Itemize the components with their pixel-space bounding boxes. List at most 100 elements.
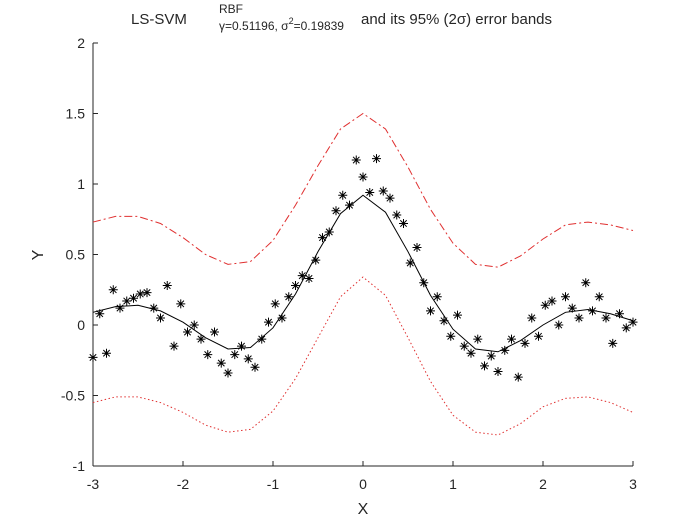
data-point	[432, 292, 442, 302]
data-point	[446, 331, 456, 341]
x-tick-label: -1	[267, 476, 280, 492]
data-point	[507, 334, 516, 344]
data-point	[540, 300, 550, 310]
title-subscript-power: 2	[289, 16, 294, 26]
data-point	[399, 218, 408, 228]
data-point	[405, 258, 415, 268]
data-point	[365, 187, 375, 197]
data-point	[513, 372, 523, 382]
data-point	[196, 334, 206, 344]
data-point	[351, 155, 361, 165]
data-point	[588, 306, 597, 316]
data-point	[392, 210, 402, 220]
data-point	[372, 154, 381, 164]
data-point	[554, 320, 564, 330]
data-point	[108, 285, 118, 295]
data-point	[547, 296, 557, 306]
data-point	[142, 288, 152, 298]
data-point	[534, 331, 543, 341]
data-point	[594, 292, 604, 302]
title-subscript-part: γ=0.51196, σ	[219, 19, 289, 33]
title-subscript-part: =0.19839	[294, 19, 345, 33]
data-point	[601, 313, 611, 323]
data-point	[203, 350, 213, 360]
title-main: LS-SVM	[131, 11, 187, 28]
data-point	[122, 296, 132, 306]
data-point	[378, 186, 388, 196]
title-rest: and its 95% (2σ) error bands	[361, 11, 552, 28]
x-tick-label: -3	[87, 476, 100, 492]
data-point	[230, 350, 240, 360]
data-point	[621, 323, 631, 333]
data-point	[162, 281, 172, 291]
x-axis-label: X	[358, 501, 369, 518]
data-point	[250, 362, 260, 372]
x-tick-label: 1	[449, 476, 457, 492]
data-point	[311, 255, 321, 265]
data-point	[453, 310, 462, 320]
y-axis-label: Y	[30, 249, 47, 260]
title-subscript: γ=0.51196, σ2=0.19839	[219, 16, 344, 33]
data-point	[129, 293, 138, 303]
data-point	[169, 341, 179, 351]
data-point	[459, 341, 469, 351]
y-tick-label: 1	[77, 176, 85, 192]
y-tick-label: 2	[77, 35, 85, 51]
series-line	[92, 112, 634, 268]
data-point	[88, 352, 98, 362]
data-point	[561, 292, 570, 302]
data-point	[149, 303, 159, 313]
data-point	[385, 193, 395, 203]
data-point	[615, 309, 624, 319]
data-point	[216, 358, 226, 368]
data-point	[574, 313, 584, 323]
y-tick-label: 0	[77, 317, 85, 333]
data-point	[297, 271, 307, 281]
data-point	[102, 348, 111, 358]
x-tick-label: 0	[359, 476, 367, 492]
y-tick-label: 0.5	[66, 247, 86, 263]
data-point	[135, 289, 145, 299]
data-point	[189, 320, 199, 330]
data-point	[608, 338, 618, 348]
data-point	[291, 281, 300, 291]
data-point	[473, 334, 483, 344]
data-point	[304, 273, 314, 283]
data-point	[628, 317, 638, 327]
x-tick-label: -2	[177, 476, 190, 492]
y-tick-label: -1	[73, 458, 86, 474]
data-point	[439, 316, 449, 326]
data-point	[223, 368, 233, 378]
data-point	[500, 345, 510, 355]
data-point	[277, 313, 287, 323]
data-point	[527, 313, 537, 323]
data-point	[257, 334, 267, 344]
data-point	[210, 327, 219, 337]
data-point	[486, 351, 496, 361]
data-point	[318, 233, 327, 243]
data-point	[264, 317, 273, 327]
data-point	[176, 299, 186, 309]
data-point	[480, 361, 489, 371]
y-tick-label: 1.5	[66, 106, 86, 122]
series-line	[92, 194, 634, 353]
title-superscript: RBF	[219, 2, 243, 16]
data-point	[345, 200, 354, 210]
data-point	[183, 327, 192, 337]
data-point	[567, 303, 577, 313]
data-point	[284, 292, 294, 302]
data-point	[270, 299, 280, 309]
data-point	[115, 303, 125, 313]
data-point	[331, 206, 341, 216]
data-point	[466, 348, 476, 358]
data-point	[358, 172, 368, 182]
data-point	[520, 338, 530, 348]
data-point	[412, 242, 422, 252]
y-tick-label: -0.5	[61, 388, 85, 404]
data-point	[237, 341, 246, 351]
data-point	[426, 306, 435, 316]
data-point	[95, 309, 105, 319]
data-point	[243, 354, 253, 364]
